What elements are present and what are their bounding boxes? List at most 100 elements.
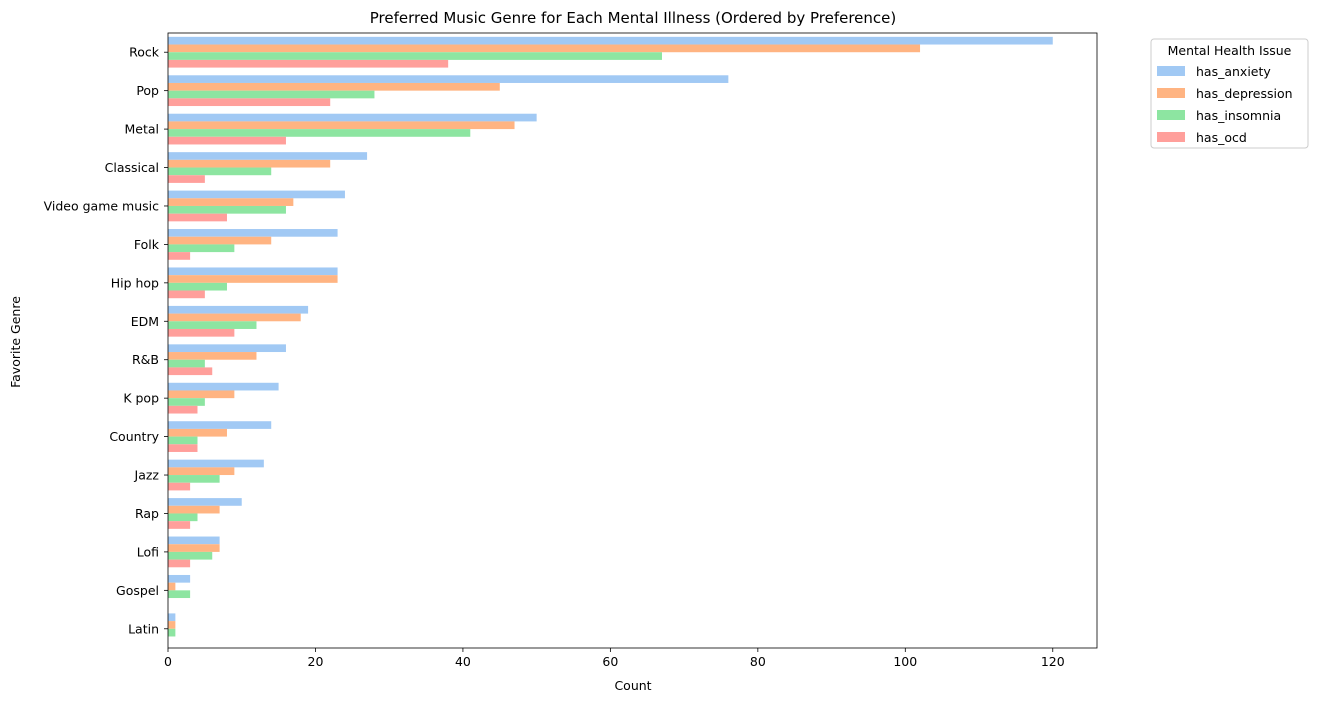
y-tick-label: EDM xyxy=(131,314,159,329)
bar-has_depression-video-game-music xyxy=(168,198,294,206)
bar-has_ocd-hip-hop xyxy=(168,290,205,299)
x-tick-label: 20 xyxy=(308,654,324,669)
bar-has_anxiety-classical xyxy=(168,152,368,160)
bar-has_depression-edm xyxy=(168,313,301,322)
bar-has_depression-r-b xyxy=(168,352,257,360)
y-tick-label: Country xyxy=(109,429,159,444)
x-tick-label: 80 xyxy=(750,654,766,669)
bar-has_insomnia-hip-hop xyxy=(168,282,227,291)
bar-has_insomnia-edm xyxy=(168,321,257,329)
bar-has_depression-gospel xyxy=(168,582,176,591)
bar-has_anxiety-rap xyxy=(168,498,242,506)
y-tick-label: Pop xyxy=(136,83,159,98)
y-tick-label: Rock xyxy=(129,45,160,60)
y-tick-label: Rap xyxy=(135,506,159,521)
legend-swatch-has_insomnia xyxy=(1157,110,1185,120)
x-tick-label: 100 xyxy=(893,654,917,669)
bar-has_insomnia-gospel xyxy=(168,590,191,599)
bar-has_depression-lofi xyxy=(168,544,220,552)
bar-has_depression-pop xyxy=(168,82,500,91)
legend-swatch-has_anxiety xyxy=(1157,66,1185,76)
bars-layer xyxy=(168,36,1053,637)
bar-has_insomnia-rap xyxy=(168,513,198,522)
chart-title: Preferred Music Genre for Each Mental Il… xyxy=(370,9,897,27)
bar-has_depression-rock xyxy=(168,44,921,53)
y-tick-label: K pop xyxy=(123,391,159,406)
legend: Mental Health Issue has_anxiety has_depres… xyxy=(1150,38,1309,149)
bar-has_insomnia-rock xyxy=(168,52,662,60)
bar-has_anxiety-gospel xyxy=(168,574,191,583)
y-tick-label: Classical xyxy=(105,160,159,175)
bar-has_depression-hip-hop xyxy=(168,275,338,283)
x-axis-label: Count xyxy=(614,678,651,693)
bar-has_ocd-video-game-music xyxy=(168,213,227,222)
bar-has_ocd-rap xyxy=(168,521,191,529)
x-tick-label: 120 xyxy=(1041,654,1065,669)
bar-has_anxiety-k-pop xyxy=(168,382,279,391)
bar-has_depression-folk xyxy=(168,236,272,245)
bar-has_ocd-r-b xyxy=(168,367,213,376)
bar-has_depression-rap xyxy=(168,505,220,514)
bar-has_depression-country xyxy=(168,428,227,437)
bar-has_ocd-rock xyxy=(168,59,449,68)
bar-has_anxiety-lofi xyxy=(168,536,220,545)
bar-has_anxiety-edm xyxy=(168,305,309,314)
y-tick-label: R&B xyxy=(132,352,159,367)
y-tick-label: Folk xyxy=(134,237,160,252)
bar-has_insomnia-folk xyxy=(168,244,235,253)
bar-has_insomnia-classical xyxy=(168,167,272,176)
bar-has_ocd-metal xyxy=(168,136,286,145)
bar-has_ocd-jazz xyxy=(168,482,191,491)
bar-has_insomnia-lofi xyxy=(168,551,213,560)
bar-has_ocd-folk xyxy=(168,252,191,260)
bar-has_depression-classical xyxy=(168,159,331,168)
legend-label-has_depression: has_depression xyxy=(1196,86,1293,101)
y-tick-label: Latin xyxy=(128,621,159,636)
legend-label-has_anxiety: has_anxiety xyxy=(1196,64,1271,79)
y-axis-label: Favorite Genre xyxy=(8,296,23,388)
bar-has_anxiety-folk xyxy=(168,229,338,237)
legend-swatch-has_depression xyxy=(1157,88,1185,98)
bar-has_anxiety-pop xyxy=(168,75,729,83)
bar-has_insomnia-latin xyxy=(168,628,176,637)
axes-layer: 0 20 40 60 80 100 120 Rock Pop Metal Classical Vide… xyxy=(44,32,1098,669)
y-tick-label: Gospel xyxy=(116,583,159,598)
bar-has_ocd-country xyxy=(168,444,198,452)
bar-has_anxiety-rock xyxy=(168,36,1053,45)
bar-has_ocd-k-pop xyxy=(168,405,198,414)
bar-has_anxiety-metal xyxy=(168,113,537,122)
bar-has_ocd-lofi xyxy=(168,559,191,568)
bar-has_anxiety-latin xyxy=(168,613,176,622)
bar-has_depression-jazz xyxy=(168,467,235,476)
bar-has_insomnia-country xyxy=(168,436,198,445)
bar-has_ocd-classical xyxy=(168,175,205,183)
y-tick-label: Metal xyxy=(124,122,159,137)
bar-has_anxiety-video-game-music xyxy=(168,190,345,199)
bar-has_anxiety-hip-hop xyxy=(168,267,338,276)
bar-has_depression-k-pop xyxy=(168,390,235,399)
plot-frame xyxy=(167,32,1098,649)
bar-has_insomnia-pop xyxy=(168,90,375,99)
bar-has_anxiety-jazz xyxy=(168,459,264,468)
bar-has_anxiety-country xyxy=(168,421,272,429)
bar-has_insomnia-k-pop xyxy=(168,398,205,406)
legend-title: Mental Health Issue xyxy=(1168,43,1292,58)
bar-has_depression-metal xyxy=(168,121,515,130)
y-tick-label: Jazz xyxy=(134,468,160,483)
legend-label-has_ocd: has_ocd xyxy=(1196,130,1247,145)
bar-has_insomnia-video-game-music xyxy=(168,205,286,214)
bar-has_insomnia-metal xyxy=(168,129,471,137)
legend-box xyxy=(1150,38,1309,149)
y-tick-label: Lofi xyxy=(137,544,159,559)
y-tick-label: Video game music xyxy=(44,198,160,213)
bar-has_insomnia-r-b xyxy=(168,359,205,368)
bar-has_insomnia-jazz xyxy=(168,475,220,483)
legend-swatch-has_ocd xyxy=(1157,132,1185,142)
bar-has_anxiety-r-b xyxy=(168,344,286,353)
legend-label-has_insomnia: has_insomnia xyxy=(1196,108,1281,123)
bar-has_depression-latin xyxy=(168,621,176,629)
x-tick-label: 40 xyxy=(455,654,471,669)
y-tick-label: Hip hop xyxy=(111,275,159,290)
